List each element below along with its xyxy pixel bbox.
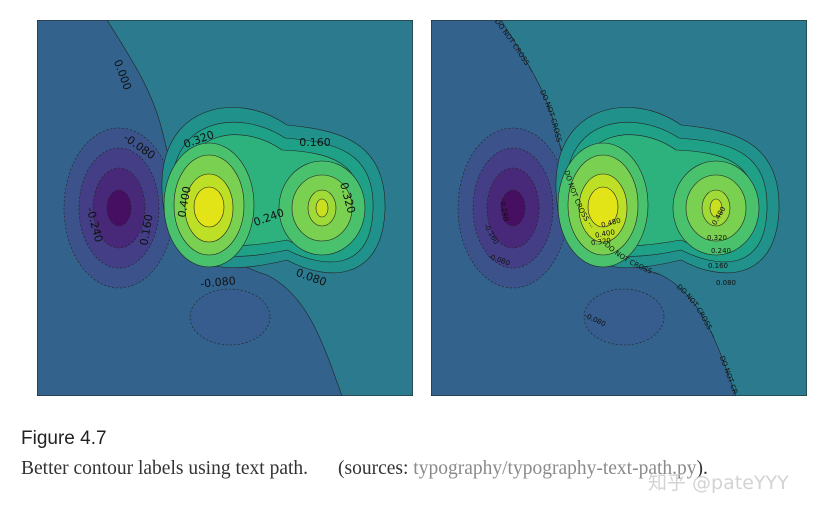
- contour-label: 0.160: [708, 262, 728, 270]
- source-prefix: (sources:: [338, 458, 409, 479]
- right-panel: -0.240-0.160-0.080-0.0800.4800.4000.3200…: [431, 20, 807, 396]
- caption-text: Better contour labels using text path.: [21, 458, 309, 479]
- contour-label: 0.080: [716, 279, 736, 287]
- contour-label: -0.080: [200, 274, 236, 290]
- contour-label: 0.160: [137, 213, 155, 246]
- caption: Better contour labels using text path. (s…: [21, 456, 821, 482]
- contour-label: 0.400: [175, 185, 193, 218]
- contour-label: 0.160: [299, 136, 331, 149]
- watermark: 知乎 @pateYYY: [648, 472, 789, 494]
- source-link[interactable]: typography/typography-text-path.py: [413, 458, 697, 479]
- contour-label: 0.400: [594, 228, 615, 239]
- figure-number: Figure 4.7: [21, 428, 107, 449]
- contour-label: 0.320: [591, 237, 612, 248]
- contour-label: 0.320: [707, 234, 727, 242]
- contour-label: -0.240: [498, 198, 510, 222]
- contour-label: 0.240: [711, 247, 731, 255]
- source-suffix: ).: [696, 458, 708, 479]
